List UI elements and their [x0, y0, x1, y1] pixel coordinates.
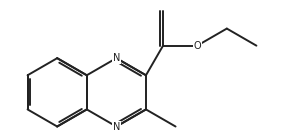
Text: O: O: [193, 41, 201, 51]
Text: N: N: [113, 53, 120, 63]
Text: N: N: [113, 122, 120, 132]
